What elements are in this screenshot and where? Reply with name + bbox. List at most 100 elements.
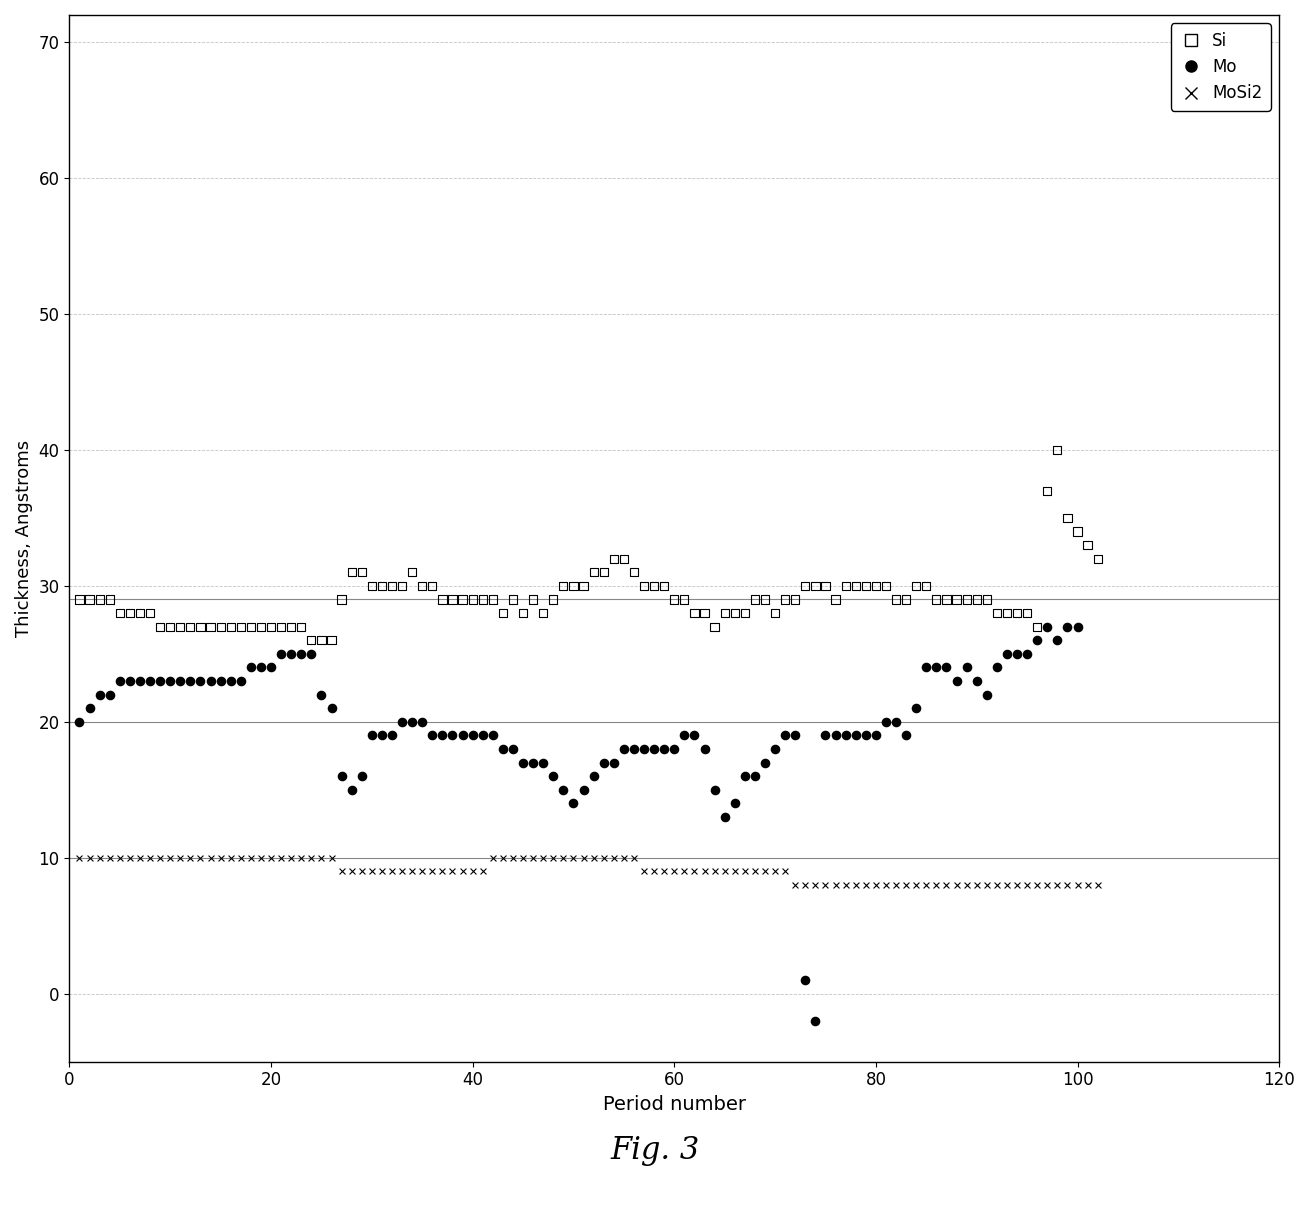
Si bbox=[362, 575, 383, 595]
Mo bbox=[714, 807, 735, 827]
Si bbox=[755, 590, 776, 610]
MoSi2 bbox=[432, 861, 453, 881]
Mo bbox=[301, 644, 322, 664]
Si bbox=[331, 590, 352, 610]
MoSi2 bbox=[744, 861, 765, 881]
Mo bbox=[100, 685, 121, 704]
Mo bbox=[1036, 617, 1057, 637]
Mo bbox=[935, 658, 956, 677]
X-axis label: Period number: Period number bbox=[603, 1094, 745, 1114]
Mo bbox=[896, 725, 917, 745]
Mo bbox=[512, 752, 533, 772]
Mo bbox=[392, 712, 413, 731]
MoSi2 bbox=[624, 848, 645, 867]
Si bbox=[170, 617, 191, 637]
MoSi2 bbox=[634, 861, 655, 881]
Mo bbox=[684, 725, 705, 745]
MoSi2 bbox=[100, 848, 121, 867]
Si bbox=[210, 617, 231, 637]
MoSi2 bbox=[542, 848, 563, 867]
MoSi2 bbox=[643, 861, 664, 881]
Mo bbox=[1006, 644, 1027, 664]
MoSi2 bbox=[441, 861, 462, 881]
MoSi2 bbox=[291, 848, 312, 867]
Si bbox=[381, 575, 402, 595]
MoSi2 bbox=[755, 861, 776, 881]
Si bbox=[1047, 440, 1068, 460]
MoSi2 bbox=[1077, 875, 1098, 894]
Si bbox=[493, 604, 514, 623]
Si bbox=[795, 575, 816, 595]
Si bbox=[724, 604, 745, 623]
MoSi2 bbox=[280, 848, 301, 867]
Si bbox=[533, 604, 554, 623]
Si bbox=[785, 590, 806, 610]
MoSi2 bbox=[855, 875, 876, 894]
Mo bbox=[1027, 631, 1048, 650]
MoSi2 bbox=[69, 848, 90, 867]
Si bbox=[422, 575, 443, 595]
MoSi2 bbox=[341, 861, 362, 881]
Mo bbox=[926, 658, 947, 677]
Mo bbox=[553, 780, 574, 800]
MoSi2 bbox=[250, 848, 271, 867]
Si bbox=[744, 590, 765, 610]
MoSi2 bbox=[149, 848, 170, 867]
Mo bbox=[402, 712, 423, 731]
Mo bbox=[533, 752, 554, 772]
MoSi2 bbox=[795, 875, 816, 894]
Si bbox=[321, 631, 342, 650]
Si bbox=[1036, 481, 1057, 501]
Mo bbox=[130, 671, 151, 691]
MoSi2 bbox=[1087, 875, 1108, 894]
Mo bbox=[291, 644, 312, 664]
Si bbox=[613, 548, 634, 568]
Mo bbox=[503, 739, 524, 758]
Mo bbox=[372, 725, 393, 745]
MoSi2 bbox=[220, 848, 241, 867]
Mo bbox=[905, 698, 926, 718]
Si bbox=[664, 590, 685, 610]
Mo bbox=[250, 658, 271, 677]
MoSi2 bbox=[765, 861, 786, 881]
MoSi2 bbox=[825, 875, 846, 894]
Mo bbox=[452, 725, 473, 745]
Mo bbox=[493, 739, 514, 758]
MoSi2 bbox=[774, 861, 795, 881]
MoSi2 bbox=[604, 848, 625, 867]
Si bbox=[836, 575, 857, 595]
Y-axis label: Thickness, Angstroms: Thickness, Angstroms bbox=[14, 439, 33, 637]
MoSi2 bbox=[673, 861, 694, 881]
MoSi2 bbox=[714, 861, 735, 881]
Si bbox=[926, 590, 947, 610]
Si bbox=[432, 590, 453, 610]
Mo bbox=[866, 725, 887, 745]
Si bbox=[542, 590, 563, 610]
MoSi2 bbox=[190, 848, 211, 867]
MoSi2 bbox=[351, 861, 372, 881]
Si bbox=[392, 575, 413, 595]
Mo bbox=[280, 644, 301, 664]
MoSi2 bbox=[694, 861, 715, 881]
Si bbox=[935, 590, 956, 610]
Si bbox=[261, 617, 282, 637]
MoSi2 bbox=[140, 848, 161, 867]
Si bbox=[411, 575, 432, 595]
Si bbox=[866, 575, 887, 595]
Mo bbox=[1047, 631, 1068, 650]
Si bbox=[825, 590, 846, 610]
MoSi2 bbox=[503, 848, 524, 867]
MoSi2 bbox=[997, 875, 1018, 894]
Mo bbox=[815, 725, 836, 745]
Mo bbox=[673, 725, 694, 745]
Si bbox=[160, 617, 181, 637]
Mo bbox=[190, 671, 211, 691]
MoSi2 bbox=[703, 861, 724, 881]
MoSi2 bbox=[1057, 875, 1078, 894]
Mo bbox=[774, 725, 795, 745]
MoSi2 bbox=[452, 861, 473, 881]
Si bbox=[472, 590, 493, 610]
Si bbox=[452, 590, 473, 610]
MoSi2 bbox=[462, 861, 483, 881]
Si bbox=[1087, 548, 1108, 568]
